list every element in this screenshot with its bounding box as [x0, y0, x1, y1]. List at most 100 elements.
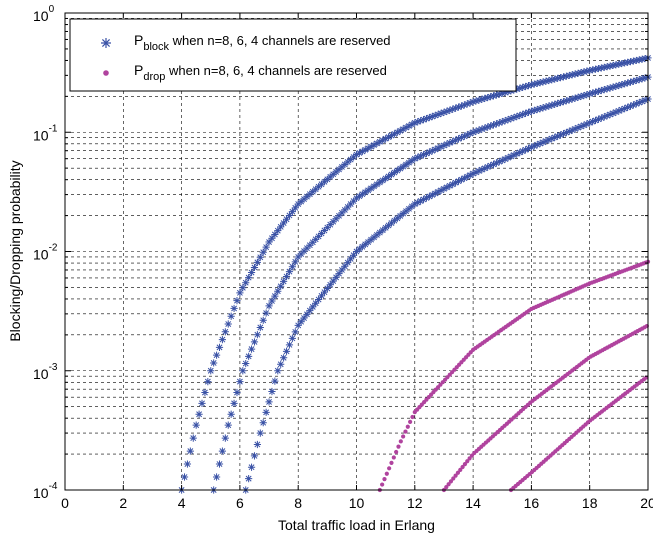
- star-marker: [521, 109, 530, 117]
- star-marker: [629, 101, 638, 109]
- star-marker: [288, 208, 296, 216]
- star-marker: [291, 204, 299, 212]
- star-marker: [373, 180, 381, 188]
- x-tick-label: 2: [119, 495, 127, 511]
- legend-entry-drop: Pdrop when n=8, 6, 4 channels are reserv…: [103, 62, 387, 83]
- star-marker: [443, 107, 451, 115]
- star-marker: [594, 115, 603, 123]
- star-marker: [341, 206, 349, 214]
- star-marker: [364, 186, 372, 194]
- dot-marker: [394, 449, 399, 455]
- star-marker: [256, 429, 264, 437]
- star-marker: [414, 153, 422, 161]
- star-marker: [277, 360, 285, 368]
- star-marker: [554, 74, 562, 82]
- star-marker: [609, 109, 617, 117]
- star-marker: [460, 174, 468, 182]
- star-marker: [347, 200, 355, 208]
- star-marker: [376, 138, 384, 146]
- star-marker: [265, 398, 273, 406]
- star-marker: [379, 176, 387, 185]
- star-marker: [586, 119, 594, 127]
- star-marker: [341, 160, 349, 169]
- star-marker: [370, 182, 378, 190]
- star-marker: [551, 133, 559, 142]
- star-marker: [303, 193, 311, 201]
- star-marker: [396, 127, 404, 135]
- star-marker: [384, 221, 393, 229]
- star-marker: [521, 146, 530, 154]
- star-marker: [364, 238, 372, 246]
- star-marker: [638, 97, 646, 105]
- star-marker: [478, 125, 486, 133]
- star-marker: [309, 238, 317, 246]
- star-marker: [387, 131, 396, 140]
- star-marker: [393, 128, 401, 136]
- star-marker: [466, 129, 474, 138]
- dot-marker: [448, 479, 454, 484]
- star-marker: [641, 54, 649, 63]
- star-marker: [492, 120, 501, 128]
- star-marker: [300, 195, 308, 203]
- star-marker: [521, 82, 530, 91]
- x-tick-label: 10: [349, 495, 365, 511]
- star-marker: [481, 124, 489, 132]
- star-marker: [635, 98, 643, 107]
- star-marker: [615, 81, 623, 90]
- star-marker: [425, 113, 433, 122]
- legend-box: [69, 18, 517, 92]
- star-marker: [425, 148, 433, 156]
- star-marker: [329, 170, 337, 178]
- star-marker: [457, 102, 466, 110]
- star-marker: [344, 258, 352, 267]
- legend: Pblock when n=8, 6, 4 channels are reser…: [69, 18, 517, 92]
- star-marker: [405, 159, 413, 167]
- star-marker: [629, 77, 638, 85]
- star-marker: [312, 235, 320, 243]
- star-marker: [606, 84, 614, 92]
- star-marker: [341, 262, 349, 270]
- star-marker: [419, 195, 428, 204]
- star-marker: [600, 113, 608, 121]
- star-marker: [618, 59, 626, 68]
- star-marker: [428, 191, 436, 199]
- star-marker: [245, 274, 253, 282]
- star-marker: [449, 180, 457, 188]
- star-marker: [247, 268, 256, 277]
- star-marker: [186, 447, 194, 455]
- star-marker: [434, 110, 442, 119]
- star-marker: [242, 359, 250, 368]
- star-marker: [507, 115, 515, 123]
- star-marker: [568, 95, 576, 103]
- star-marker: [597, 64, 605, 72]
- star-marker: [297, 197, 305, 206]
- star-marker: [548, 76, 556, 84]
- star-marker: [589, 118, 597, 126]
- star-marker: [417, 197, 425, 205]
- dot-marker: [455, 470, 461, 475]
- star-marker: [274, 227, 282, 235]
- star-marker: [271, 292, 279, 300]
- star-marker: [527, 143, 535, 151]
- star-marker: [536, 79, 544, 87]
- star-marker: [589, 89, 597, 97]
- star-marker: [440, 141, 448, 150]
- star-marker: [440, 108, 448, 116]
- star-marker: [379, 226, 387, 234]
- star-marker: [215, 460, 224, 468]
- star-marker: [253, 440, 261, 449]
- star-marker: [247, 463, 256, 471]
- star-marker: [355, 192, 364, 200]
- star-marker: [268, 297, 276, 305]
- star-marker: [215, 343, 224, 351]
- star-marker: [309, 188, 317, 196]
- dot-marker: [401, 434, 406, 439]
- star-marker: [542, 137, 550, 145]
- star-marker: [312, 299, 320, 307]
- star-marker: [417, 152, 425, 160]
- star-marker: [562, 128, 570, 137]
- star-marker: [422, 115, 431, 123]
- star-marker: [612, 82, 620, 90]
- star-marker: [338, 209, 346, 217]
- star-marker: [233, 388, 241, 397]
